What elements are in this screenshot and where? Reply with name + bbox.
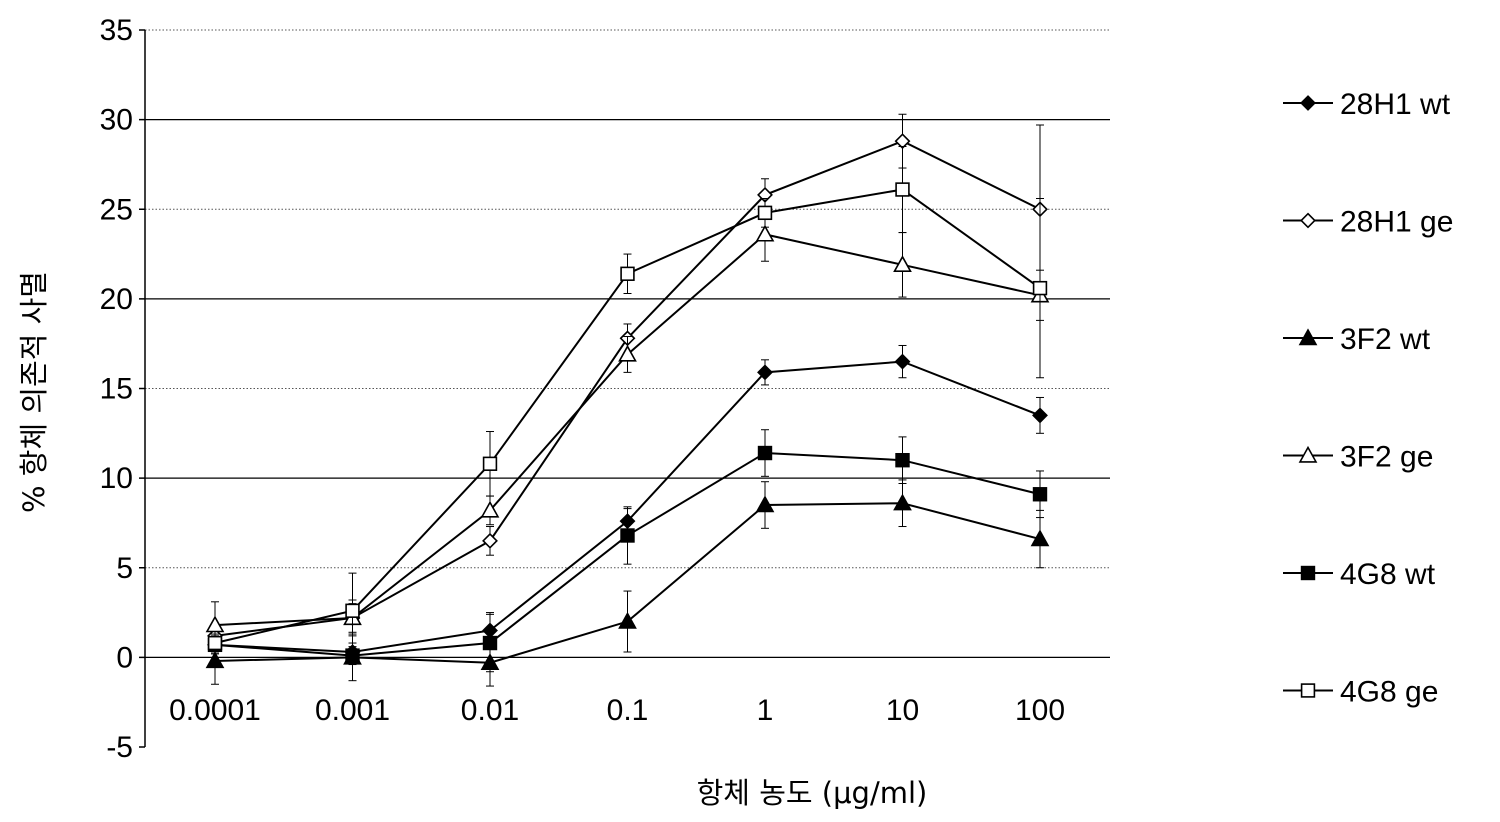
data-point-square bbox=[895, 182, 910, 197]
legend-item: 4G8 ge bbox=[1283, 676, 1438, 709]
data-point-square bbox=[757, 205, 773, 221]
legend-item: 28H1 ge bbox=[1283, 206, 1453, 239]
data-point-triangle bbox=[893, 493, 912, 511]
data-point-triangle bbox=[755, 495, 775, 513]
y-tick-label: 15 bbox=[100, 373, 133, 406]
data-point-triangle bbox=[480, 500, 500, 518]
legend-item: 4G8 wt bbox=[1283, 558, 1436, 591]
data-point-diamond bbox=[757, 364, 773, 381]
series-4g8-ge bbox=[207, 146, 1048, 653]
y-tick-label: -5 bbox=[106, 731, 133, 764]
x-tick-label: 0.0001 bbox=[169, 694, 261, 727]
legend-item: 3F2 ge bbox=[1283, 441, 1433, 474]
data-point-triangle bbox=[618, 611, 637, 629]
data-point-square bbox=[620, 528, 635, 543]
y-tick-label: 10 bbox=[100, 462, 133, 495]
legend: 28H1 wt 28H1 ge 3F2 wt 3F2 ge 4G8 wt 4G8 ge bbox=[1283, 88, 1453, 709]
data-point-triangle bbox=[893, 255, 912, 273]
y-tick-label: 30 bbox=[100, 104, 133, 137]
data-point-triangle bbox=[618, 344, 637, 362]
y-tick-label: 0 bbox=[116, 641, 133, 674]
data-point-square bbox=[757, 445, 773, 461]
data-point-square bbox=[1300, 683, 1316, 698]
y-axis-label: % 항체 의존적 사멸 bbox=[17, 271, 51, 513]
data-point-triangle bbox=[1298, 445, 1318, 463]
grid-lines bbox=[145, 29, 1110, 658]
data-point-square bbox=[482, 635, 498, 651]
data-point-square bbox=[207, 635, 223, 651]
data-point-diamond bbox=[1300, 212, 1316, 229]
y-tick-label: 20 bbox=[100, 283, 133, 316]
legend-item: 28H1 wt bbox=[1283, 88, 1451, 121]
data-point-square bbox=[620, 266, 635, 281]
legend-label: 28H1 ge bbox=[1340, 206, 1453, 239]
data-point-triangle bbox=[205, 651, 225, 669]
x-tick-label: 100 bbox=[1015, 694, 1065, 727]
x-tick-label: 0.1 bbox=[607, 694, 649, 727]
x-tick-label: 10 bbox=[886, 694, 919, 727]
data-point-diamond bbox=[1032, 407, 1048, 424]
data-point-diamond bbox=[894, 133, 911, 150]
data-point-diamond bbox=[1300, 95, 1316, 111]
y-tick-label: 25 bbox=[100, 193, 133, 226]
data-point-diamond bbox=[482, 532, 498, 549]
legend-item: 3F2 wt bbox=[1283, 323, 1431, 356]
y-tick-label: 35 bbox=[100, 14, 133, 47]
data-point-square bbox=[345, 603, 360, 618]
x-tick-label: 0.01 bbox=[461, 694, 519, 727]
data-point-triangle bbox=[1030, 529, 1050, 547]
y-tick-label: 5 bbox=[116, 552, 133, 585]
x-tick-label: 1 bbox=[757, 694, 774, 727]
data-point-square bbox=[1032, 487, 1048, 502]
data-point-diamond bbox=[894, 353, 911, 370]
data-point-square bbox=[895, 452, 910, 468]
x-tick-label: 0.001 bbox=[315, 694, 390, 727]
data-point-square bbox=[1300, 565, 1316, 581]
data-point-square bbox=[482, 456, 498, 471]
legend-label: 3F2 ge bbox=[1340, 441, 1433, 474]
data-point-triangle bbox=[1298, 328, 1318, 346]
legend-label: 4G8 wt bbox=[1340, 558, 1436, 591]
data-point-triangle bbox=[755, 224, 775, 242]
axes: -5 0 5 10 15 20 25 30 35 0.0001 0.001 0.01 0.1 1 10 100 bbox=[100, 14, 1065, 764]
legend-label: 4G8 ge bbox=[1340, 676, 1438, 709]
series-group bbox=[205, 113, 1050, 687]
legend-label: 28H1 wt bbox=[1340, 88, 1451, 121]
legend-label: 3F2 wt bbox=[1340, 323, 1431, 356]
data-point-square bbox=[345, 648, 360, 663]
data-point-triangle bbox=[205, 615, 225, 633]
data-point-square bbox=[1032, 280, 1048, 296]
x-axis-label: 항체 농도 (μg/ml) bbox=[697, 776, 928, 810]
